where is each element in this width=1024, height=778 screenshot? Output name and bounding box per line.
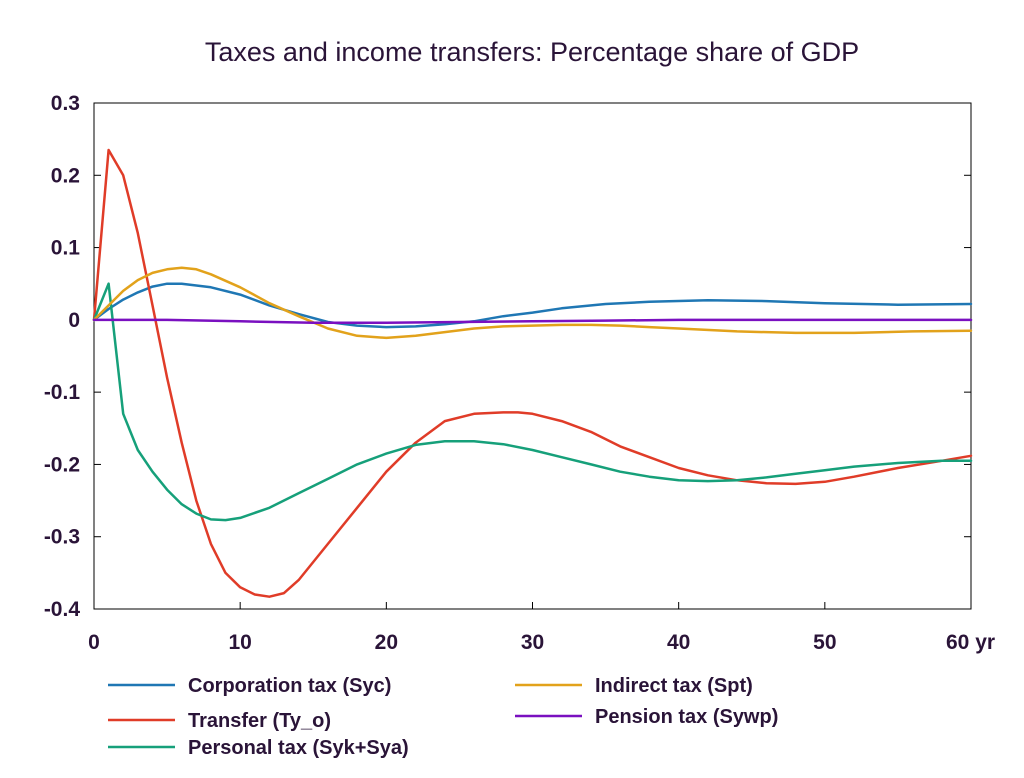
series-line-3 [92, 282, 973, 522]
legend: Corporation tax (Syc) Transfer (Ty_o) Pers… [108, 675, 778, 759]
y-tick-label: 0.1 [51, 237, 81, 260]
x-tick-label: 0 [88, 631, 100, 654]
legend-label: Personal tax (Syk+Sya) [188, 737, 409, 759]
y-tick-label: 0.2 [51, 164, 80, 187]
series-lines [92, 148, 973, 598]
x-tick-label: 50 [813, 631, 836, 654]
series-line-5 [92, 318, 973, 324]
legend-label: Indirect tax (Spt) [595, 675, 753, 697]
legend-label: Corporation tax (Syc) [188, 675, 391, 697]
y-tick-label: 0 [68, 309, 80, 332]
legend-label: Transfer (Ty_o) [188, 710, 331, 732]
series-line-4 [92, 266, 973, 340]
legend-label: Pension tax (Sywp) [595, 706, 778, 728]
x-tick-label: 10 [228, 631, 251, 654]
y-tick-label: -0.2 [44, 453, 80, 476]
plot-area: 0.3 0.2 0.1 0 -0.1 -0.2 -0.3 -0.4 0 10 20 30 40 50 60 … [44, 92, 995, 654]
plot-frame [93, 102, 972, 610]
x-tick-label: 20 [375, 631, 398, 654]
y-tick-label: -0.4 [44, 598, 81, 621]
x-tick-label: 40 [667, 631, 690, 654]
y-tick-label: -0.1 [44, 381, 81, 404]
x-tick-label: 30 [521, 631, 544, 654]
series-line-1 [92, 282, 973, 329]
x-tick-label: 60 yr [946, 631, 995, 654]
y-tick-label: 0.3 [51, 92, 80, 115]
y-tick-label: -0.3 [44, 526, 80, 549]
chart-title: Taxes and income transfers: Percentage s… [205, 37, 859, 67]
series-line-2 [92, 148, 973, 598]
